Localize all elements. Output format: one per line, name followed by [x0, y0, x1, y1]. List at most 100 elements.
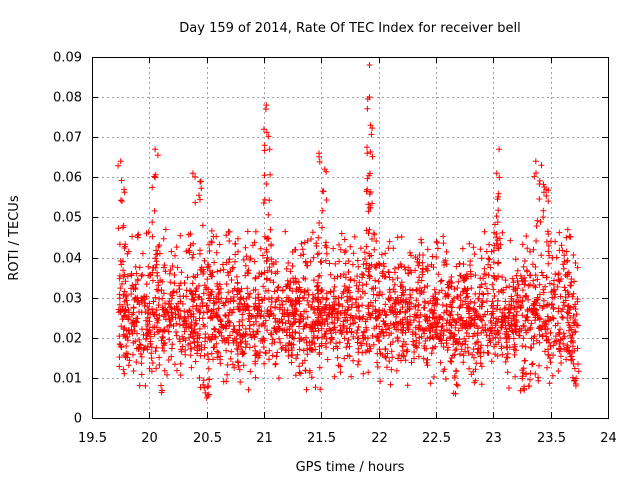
- data-point: [189, 296, 196, 303]
- data-point: [308, 236, 315, 242]
- data-point: [261, 196, 268, 203]
- data-point: [304, 314, 311, 321]
- data-point: [261, 337, 268, 344]
- data-point: [440, 233, 447, 240]
- data-point: [346, 284, 353, 291]
- data-point: [197, 250, 203, 257]
- data-point: [503, 284, 510, 291]
- data-point: [262, 287, 269, 294]
- data-point: [350, 333, 357, 340]
- data-point: [154, 152, 161, 159]
- data-point: [186, 249, 193, 256]
- data-point: [276, 335, 283, 342]
- data-point: [524, 327, 531, 334]
- data-point: [153, 307, 160, 313]
- data-point: [196, 374, 203, 381]
- data-point: [489, 324, 496, 331]
- data-point: [433, 238, 440, 245]
- data-point: [118, 343, 124, 350]
- data-point: [168, 353, 175, 360]
- axis-ticks: [92, 57, 609, 419]
- data-point: [490, 286, 497, 293]
- data-point: [494, 302, 501, 309]
- data-point: [293, 278, 300, 285]
- data-point: [143, 335, 150, 342]
- data-point: [287, 297, 294, 304]
- data-point: [372, 314, 379, 321]
- data-point: [553, 254, 560, 261]
- data-point: [293, 297, 300, 304]
- data-point: [236, 300, 243, 307]
- data-point: [495, 207, 502, 214]
- data-point: [462, 348, 469, 355]
- data-point: [153, 286, 160, 293]
- data-point: [566, 350, 573, 357]
- data-point: [331, 299, 337, 306]
- data-point: [418, 333, 425, 340]
- data-point: [340, 290, 346, 297]
- data-point: [319, 334, 325, 341]
- data-point: [289, 263, 296, 269]
- data-point: [367, 122, 374, 129]
- data-point: [467, 271, 474, 277]
- data-point: [252, 286, 259, 293]
- data-point: [263, 276, 270, 283]
- data-point: [176, 321, 183, 328]
- data-point: [483, 332, 490, 339]
- data-point: [323, 344, 330, 351]
- data-point: [489, 330, 495, 337]
- data-point: [432, 329, 438, 336]
- data-point: [343, 344, 350, 351]
- data-point: [543, 336, 550, 343]
- data-point: [496, 174, 503, 181]
- data-point: [279, 344, 286, 351]
- data-point: [214, 348, 221, 355]
- data-point: [116, 241, 123, 248]
- data-point: [543, 193, 550, 199]
- data-point: [245, 315, 252, 322]
- data-point: [308, 304, 315, 310]
- data-point: [337, 363, 344, 370]
- data-point: [395, 320, 402, 327]
- data-point: [306, 342, 313, 349]
- data-point: [424, 335, 431, 342]
- data-point: [270, 279, 277, 286]
- data-point: [527, 248, 533, 255]
- data-point: [147, 311, 154, 318]
- data-point: [246, 294, 253, 301]
- data-point: [402, 266, 409, 273]
- data-point: [402, 287, 409, 294]
- data-point: [206, 267, 213, 274]
- data-point: [165, 357, 172, 363]
- data-point: [192, 173, 198, 180]
- data-point: [305, 301, 312, 308]
- data-point: [411, 349, 418, 355]
- data-point: [457, 303, 464, 310]
- data-point: [556, 229, 563, 236]
- data-point: [208, 291, 215, 298]
- data-point: [265, 211, 272, 218]
- data-point: [469, 333, 476, 340]
- data-point: [227, 355, 234, 362]
- data-point: [516, 325, 523, 332]
- data-point: [346, 325, 353, 332]
- data-point: [362, 290, 368, 297]
- data-point: [556, 346, 563, 353]
- data-point: [220, 324, 227, 331]
- data-point: [471, 251, 478, 258]
- data-point: [210, 233, 217, 240]
- data-point: [396, 309, 403, 316]
- data-point: [234, 287, 241, 294]
- data-point: [189, 254, 196, 261]
- data-point: [260, 283, 267, 290]
- data-point: [471, 299, 478, 306]
- data-point: [316, 153, 323, 160]
- data-point: [520, 277, 527, 284]
- data-point: [328, 310, 335, 317]
- data-point: [189, 280, 196, 287]
- data-point: [453, 346, 460, 353]
- data-point: [218, 295, 225, 302]
- data-point: [389, 307, 396, 314]
- data-point: [567, 304, 574, 311]
- data-point: [282, 228, 289, 235]
